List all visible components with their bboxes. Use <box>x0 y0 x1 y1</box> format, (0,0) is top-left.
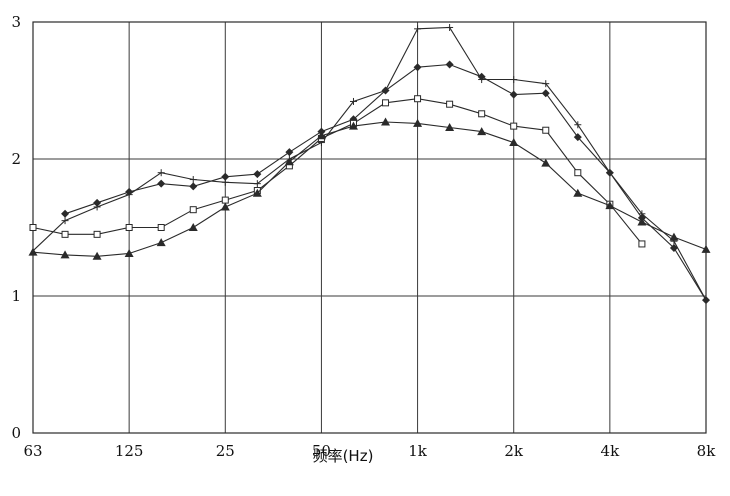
data-point <box>252 188 262 197</box>
data-point <box>382 99 390 107</box>
data-point <box>61 217 69 225</box>
data-point <box>573 188 583 197</box>
data-point <box>156 238 166 247</box>
data-point <box>157 224 165 231</box>
series-4-triangle <box>28 117 711 260</box>
data-point <box>381 86 390 95</box>
data-point <box>157 169 165 177</box>
data-point <box>445 60 454 69</box>
x-tick-label: 25 <box>216 442 235 460</box>
data-point <box>414 25 422 33</box>
data-point <box>541 89 550 98</box>
data-point <box>92 251 102 260</box>
data-point <box>701 244 711 253</box>
data-point <box>414 95 422 103</box>
data-point <box>285 148 294 157</box>
data-point <box>189 206 197 214</box>
data-point <box>510 122 518 130</box>
data-point <box>220 202 230 211</box>
x-tick-label: 1k <box>408 442 428 460</box>
x-tick-label: 50 <box>312 442 331 460</box>
x-tick-label: 8k <box>697 442 717 460</box>
data-point <box>60 250 70 259</box>
data-point <box>93 230 101 238</box>
data-point <box>637 217 647 226</box>
y-tick-labels: 0 1 2 3 <box>11 13 21 442</box>
series-line <box>32 26 707 301</box>
data-point <box>348 121 358 130</box>
data-point <box>61 209 70 218</box>
data-point <box>574 121 582 129</box>
data-point <box>542 126 550 134</box>
data-point <box>125 224 133 231</box>
data-point <box>574 169 582 177</box>
data-point <box>669 244 678 253</box>
data-point <box>316 131 326 140</box>
data-point <box>446 100 454 108</box>
data-point <box>125 187 134 196</box>
data-point <box>669 232 679 241</box>
series-3-square <box>29 95 646 248</box>
data-point <box>29 224 37 231</box>
data-point <box>284 157 294 166</box>
x-tick-labels: 63 125 25 50 1k 2k 4k 8k <box>23 442 716 460</box>
x-tick-label: 4k <box>601 442 621 460</box>
grid <box>33 22 706 433</box>
data-point <box>413 63 422 72</box>
data-point <box>253 180 261 188</box>
data-point <box>478 110 486 118</box>
data-point <box>124 249 134 258</box>
data-point <box>189 182 198 191</box>
data-point <box>188 223 198 231</box>
y-tick-label: 1 <box>11 287 21 305</box>
data-point <box>61 230 69 238</box>
series-line <box>32 98 643 245</box>
series-layer <box>28 23 711 305</box>
data-point <box>509 90 518 99</box>
data-point <box>381 117 391 126</box>
x-tick-label: 63 <box>23 442 42 460</box>
data-point <box>510 76 518 84</box>
x-tick-label: 2k <box>504 442 524 460</box>
data-point <box>221 172 230 181</box>
data-point <box>93 198 102 207</box>
data-point <box>349 97 357 105</box>
data-point <box>189 176 197 184</box>
y-tick-label: 2 <box>11 150 21 168</box>
series-line <box>32 121 707 257</box>
data-point <box>638 240 646 248</box>
data-point <box>573 133 582 142</box>
y-tick-label: 0 <box>11 424 21 442</box>
x-tick-label: 125 <box>115 442 144 460</box>
data-point <box>157 179 166 188</box>
data-point <box>253 170 262 179</box>
data-point <box>509 138 519 147</box>
data-point <box>541 158 551 167</box>
data-point <box>28 247 38 256</box>
data-point <box>413 118 423 127</box>
data-point <box>605 201 615 210</box>
data-point <box>221 196 229 204</box>
y-tick-label: 3 <box>11 13 21 31</box>
data-point <box>445 122 455 131</box>
series-2-diamond <box>61 60 710 305</box>
series-1-plus <box>32 23 707 301</box>
data-point <box>477 72 486 81</box>
data-point <box>446 23 454 31</box>
data-point <box>702 296 710 305</box>
x-axis-title: 频率(Hz) <box>313 447 374 465</box>
data-point <box>477 127 487 136</box>
data-point <box>605 168 614 177</box>
data-point <box>542 80 550 88</box>
